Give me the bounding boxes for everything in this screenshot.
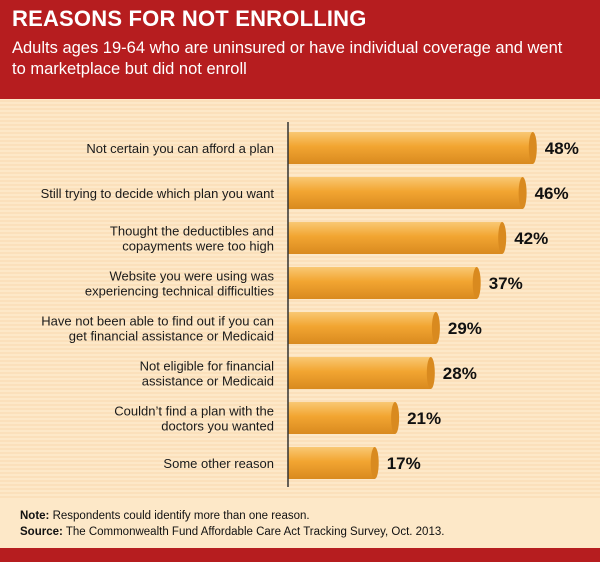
category-label: Couldn’t find a plan with the bbox=[114, 404, 274, 419]
bar-end-cap bbox=[431, 312, 440, 344]
source-line: Source: The Commonwealth Fund Affordable… bbox=[20, 524, 444, 540]
bar bbox=[288, 312, 436, 344]
data-label: 42% bbox=[514, 229, 548, 248]
bar-end-cap bbox=[498, 222, 507, 254]
category-label: experiencing technical difficulties bbox=[85, 284, 275, 299]
data-label: 46% bbox=[535, 184, 569, 203]
category-label: Thought the deductibles and bbox=[110, 224, 274, 239]
bar-end-cap bbox=[528, 132, 537, 164]
category-label: Website you were using was bbox=[109, 269, 274, 284]
bar-end-cap bbox=[391, 402, 400, 434]
chart-subtitle: Adults ages 19-64 who are uninsured or h… bbox=[12, 39, 563, 78]
category-label: assistance or Medicaid bbox=[142, 374, 274, 389]
bar-end-cap bbox=[472, 267, 481, 299]
note-line: Note: Respondents could identify more th… bbox=[20, 508, 444, 524]
bar bbox=[288, 357, 431, 389]
category-label: Not certain you can afford a plan bbox=[86, 141, 274, 156]
bar bbox=[288, 222, 503, 254]
source-label: Source: bbox=[20, 526, 63, 538]
notes-block: Note: Respondents could identify more th… bbox=[20, 508, 444, 540]
category-label: doctors you wanted bbox=[161, 419, 274, 434]
chart-title: REASONS FOR NOT ENROLLING bbox=[12, 6, 367, 31]
bar-end-cap bbox=[518, 177, 527, 209]
data-label: 37% bbox=[489, 274, 523, 293]
bar bbox=[288, 267, 477, 299]
bar bbox=[288, 402, 396, 434]
category-label: copayments were too high bbox=[122, 239, 274, 254]
chart-area: 48% Not certain you can afford a plan 46% S… bbox=[0, 100, 600, 500]
note-text: Respondents could identify more than one… bbox=[49, 510, 310, 522]
category-label: Not eligible for financial bbox=[140, 359, 275, 374]
category-label: Still trying to decide which plan you wa… bbox=[41, 186, 275, 201]
note-label: Note: bbox=[20, 510, 50, 522]
header-banner: REASONS FOR NOT ENROLLING Adults ages 19… bbox=[0, 0, 600, 99]
data-label: 21% bbox=[407, 409, 441, 428]
footer-bar bbox=[0, 548, 600, 562]
bar-chart: 48% Not certain you can afford a plan 46% S… bbox=[41, 122, 579, 487]
bar-end-cap bbox=[426, 357, 435, 389]
category-label: get financial assistance or Medicaid bbox=[69, 329, 274, 344]
bars-layer: 48% Not certain you can afford a plan 46% S… bbox=[41, 132, 579, 479]
data-label: 29% bbox=[448, 319, 482, 338]
bar bbox=[288, 177, 523, 209]
bar bbox=[288, 132, 533, 164]
data-label: 17% bbox=[387, 454, 421, 473]
source-text: The Commonwealth Fund Affordable Care Ac… bbox=[62, 526, 445, 538]
category-label: Some other reason bbox=[163, 456, 274, 471]
bar bbox=[288, 447, 375, 479]
data-label: 28% bbox=[443, 364, 477, 383]
category-label: Have not been able to find out if you ca… bbox=[41, 314, 274, 329]
bar-end-cap bbox=[370, 447, 379, 479]
data-label: 48% bbox=[545, 139, 579, 158]
